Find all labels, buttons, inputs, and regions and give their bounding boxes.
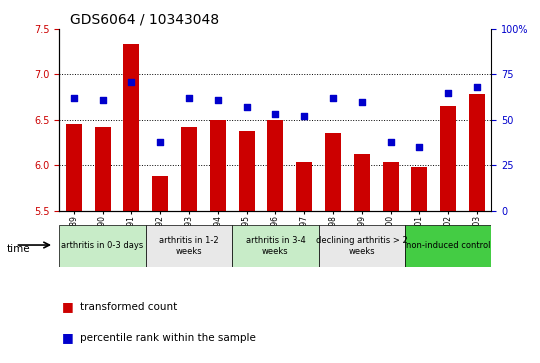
- Point: [300, 113, 308, 119]
- Point: [156, 139, 165, 144]
- Point: [415, 144, 424, 150]
- Point: [386, 139, 395, 144]
- Point: [70, 95, 78, 101]
- Text: arthritis in 3-4
weeks: arthritis in 3-4 weeks: [246, 236, 305, 256]
- Bar: [325, 134, 341, 211]
- Bar: [181, 127, 197, 211]
- Point: [185, 95, 193, 101]
- Bar: [469, 94, 485, 211]
- Bar: [152, 176, 168, 211]
- Point: [98, 97, 107, 103]
- Point: [127, 79, 136, 85]
- Bar: [210, 120, 226, 211]
- Text: ■: ■: [62, 331, 74, 344]
- Bar: [239, 131, 254, 211]
- Bar: [124, 45, 139, 211]
- Point: [329, 95, 338, 101]
- Text: declining arthritis > 2
weeks: declining arthritis > 2 weeks: [316, 236, 408, 256]
- Point: [357, 99, 366, 105]
- Bar: [440, 106, 456, 211]
- Bar: [267, 120, 284, 211]
- Text: non-induced control: non-induced control: [406, 241, 490, 250]
- Point: [472, 84, 481, 90]
- Bar: [319, 225, 405, 267]
- Text: ■: ■: [62, 300, 74, 313]
- Text: arthritis in 1-2
weeks: arthritis in 1-2 weeks: [159, 236, 219, 256]
- Bar: [411, 167, 427, 211]
- Text: time: time: [6, 244, 30, 254]
- Bar: [405, 225, 491, 267]
- Bar: [146, 225, 232, 267]
- Bar: [59, 225, 146, 267]
- Text: percentile rank within the sample: percentile rank within the sample: [80, 333, 256, 343]
- Bar: [94, 127, 111, 211]
- Bar: [296, 162, 312, 211]
- Point: [213, 97, 222, 103]
- Bar: [232, 225, 319, 267]
- Bar: [383, 163, 399, 211]
- Bar: [354, 154, 370, 211]
- Text: arthritis in 0-3 days: arthritis in 0-3 days: [62, 241, 144, 250]
- Point: [242, 104, 251, 110]
- Text: transformed count: transformed count: [80, 302, 177, 312]
- Point: [444, 90, 453, 95]
- Bar: [66, 124, 82, 211]
- Point: [271, 111, 280, 117]
- Text: GDS6064 / 10343048: GDS6064 / 10343048: [70, 13, 219, 27]
